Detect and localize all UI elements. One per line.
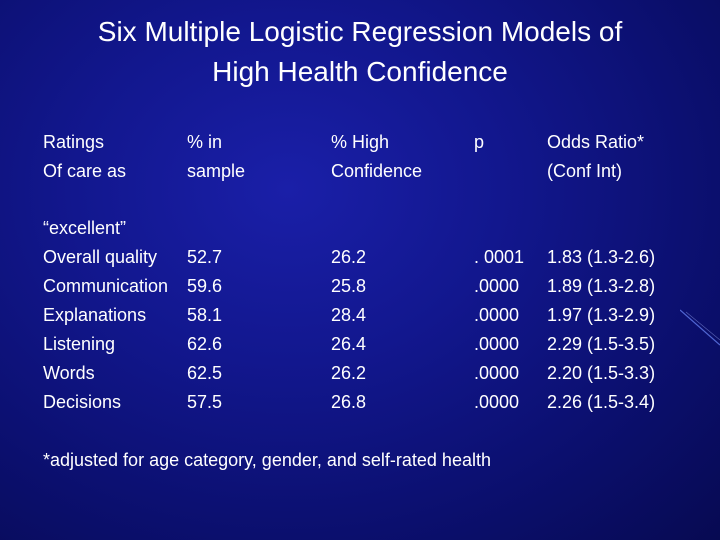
row-rating: Decisions [43, 392, 122, 412]
row-high: 26.8 [331, 392, 367, 412]
header-high-line-1: % High [331, 132, 390, 152]
row-rating: Overall quality [43, 247, 158, 267]
row-p: .0000 [474, 392, 520, 412]
column-sample: 52.7 59.6 58.1 62.6 62.5 57.5 [187, 214, 222, 417]
header-p: p [474, 128, 484, 157]
row-odds-ratio: 1.97 (1.3-2.9) [547, 305, 656, 325]
header-odds-ratio: Odds Ratio* (Conf Int) [547, 128, 644, 186]
row-rating: Communication [43, 276, 169, 296]
row-sample: 57.5 [187, 392, 223, 412]
column-high-confidence: 26.2 25.8 28.4 26.4 26.2 26.8 [331, 214, 366, 417]
row-sample: 59.6 [187, 276, 223, 296]
group-label: “excellent” [43, 218, 127, 238]
column-p: . 0001 .0000 .0000 .0000 .0000 .0000 [474, 214, 524, 417]
title-line-2: High Health Confidence [212, 56, 508, 87]
row-odds-ratio: 2.20 (1.5-3.3) [547, 363, 656, 383]
row-p: .0000 [474, 334, 520, 354]
row-high: 28.4 [331, 305, 367, 325]
header-p-line-1: p [474, 132, 485, 152]
column-odds-ratio: 1.83 (1.3-2.6) 1.89 (1.3-2.8) 1.97 (1.3-… [547, 214, 655, 417]
header-sample: % in sample [187, 128, 245, 186]
column-ratings: “excellent” Overall quality Communicatio… [43, 214, 168, 417]
header-ratings-line-1: Ratings [43, 132, 105, 152]
header-high-line-2: Confidence [331, 161, 423, 181]
row-odds-ratio: 1.83 (1.3-2.6) [547, 247, 656, 267]
slide-title: Six Multiple Logistic Regression Models … [0, 12, 720, 92]
row-odds-ratio: 2.26 (1.5-3.4) [547, 392, 656, 412]
header-ratings-line-2: Of care as [43, 161, 127, 181]
row-rating: Words [43, 363, 95, 383]
row-p: .0000 [474, 363, 520, 383]
header-or-line-2: (Conf Int) [547, 161, 623, 181]
row-sample: 62.5 [187, 363, 223, 383]
header-ratings: Ratings Of care as [43, 128, 126, 186]
row-rating: Listening [43, 334, 116, 354]
footnote: *adjusted for age category, gender, and … [43, 450, 491, 470]
row-high: 26.4 [331, 334, 367, 354]
row-high: 25.8 [331, 276, 367, 296]
header-high-confidence: % High Confidence [331, 128, 422, 186]
row-odds-ratio: 2.29 (1.5-3.5) [547, 334, 656, 354]
row-high: 26.2 [331, 247, 367, 267]
row-sample: 52.7 [187, 247, 223, 267]
header-sample-line-2: sample [187, 161, 246, 181]
header-sample-line-1: % in [187, 132, 223, 152]
row-sample: 58.1 [187, 305, 223, 325]
header-or-line-1: Odds Ratio* [547, 132, 645, 152]
row-high: 26.2 [331, 363, 367, 383]
row-sample: 62.6 [187, 334, 223, 354]
row-rating: Explanations [43, 305, 147, 325]
light-streak-decoration [680, 309, 720, 346]
title-line-1: Six Multiple Logistic Regression Models … [97, 16, 623, 47]
row-odds-ratio: 1.89 (1.3-2.8) [547, 276, 656, 296]
row-p: .0000 [474, 305, 520, 325]
row-p: .0000 [474, 276, 520, 296]
row-p: . 0001 [474, 247, 525, 267]
